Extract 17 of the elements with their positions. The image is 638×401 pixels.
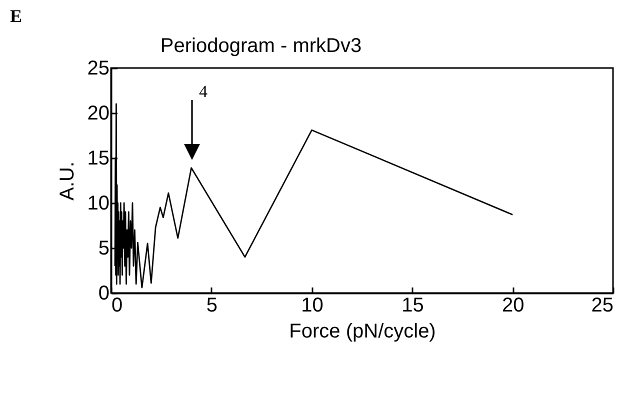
line-series (114, 103, 514, 288)
x-tick-label: 10 (301, 294, 324, 316)
y-axis-title: A.U. (56, 162, 78, 200)
chart-title: Periodogram - mrkDv3 (160, 35, 362, 57)
y-tick-label: 10 (87, 192, 110, 214)
x-tick-label: 15 (402, 294, 424, 316)
x-axis-title: Force (pN/cycle) (289, 320, 436, 342)
x-tick-label: 5 (206, 294, 218, 316)
x-tick-label: 0 (112, 294, 123, 316)
text: E (10, 6, 22, 26)
x-tick-label: 25 (591, 294, 614, 316)
y-tick-label: 25 (87, 58, 110, 80)
annotation: 4 (199, 82, 208, 101)
y-tick-label: 5 (98, 238, 110, 260)
x-tick-label: 20 (502, 294, 524, 316)
y-tick-label: 20 (87, 102, 110, 124)
y-tick-label: 15 (87, 148, 110, 170)
